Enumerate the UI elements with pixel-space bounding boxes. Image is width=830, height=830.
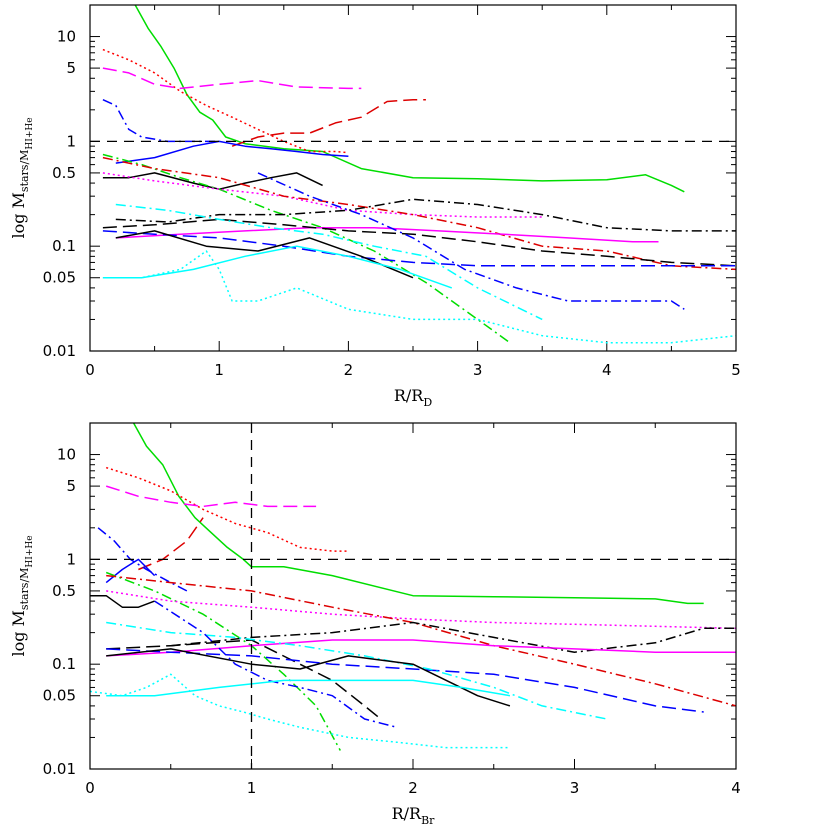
series-line-9 <box>102 156 736 271</box>
series-line-7 <box>102 153 511 344</box>
x-tick-label: 2 <box>344 361 354 379</box>
series-line-17 <box>102 245 453 289</box>
series-line-3 <box>231 98 426 147</box>
series-line-0 <box>134 5 685 193</box>
plot-frame <box>89 422 737 770</box>
y-tick-label: 10 <box>57 28 76 46</box>
series-line-18 <box>102 250 736 344</box>
x-tick-label: 2 <box>408 779 418 797</box>
y-tick-label: 0.05 <box>43 687 76 705</box>
y-tick-label: 0.5 <box>52 582 76 600</box>
series-line-4 <box>97 527 188 592</box>
x-tick-label: 1 <box>214 361 224 379</box>
series-line-5 <box>105 558 156 584</box>
series-line-12 <box>102 218 736 267</box>
series-line-15 <box>115 230 414 279</box>
y-tick-label: 5 <box>66 477 76 495</box>
series-line-2 <box>102 67 362 90</box>
y-tick-label: 1 <box>66 550 76 568</box>
series-line-4 <box>102 99 220 143</box>
series-line-8 <box>102 172 543 218</box>
y-tick-label: 0.1 <box>52 237 76 255</box>
y-tick-label: 1 <box>66 132 76 150</box>
series-line-16 <box>257 172 685 310</box>
series-line-5 <box>115 140 349 164</box>
y-tick-label: 5 <box>66 59 76 77</box>
x-axis-label: R/RD <box>394 386 432 409</box>
top-panel: 0.01 0.05 0.1 0.5 1 5 10 0 1 2 3 4 5 R/RD log Mstars/M… <box>9 4 741 409</box>
series-line-14 <box>106 621 607 720</box>
x-tick-label: 3 <box>570 779 580 797</box>
x-tick-label: 0 <box>85 779 95 797</box>
series-line-12 <box>106 639 382 720</box>
series-line-17 <box>106 679 511 697</box>
series-line-3 <box>138 517 204 571</box>
series-line-16 <box>154 600 397 729</box>
x-tick-label: 4 <box>731 779 741 797</box>
y-tick-label: 0.01 <box>43 342 76 360</box>
series-line-10 <box>170 621 736 653</box>
y-tick-label: 10 <box>57 446 76 464</box>
series-line-1 <box>105 466 349 552</box>
y-tick-label: 0.01 <box>43 760 76 778</box>
bottom-panel: 0.01 0.05 0.1 0.5 1 5 10 0 1 2 3 4 R/RBr log Mstars/M… <box>9 422 741 827</box>
series-line-14 <box>115 203 543 321</box>
series-line-11 <box>115 226 659 243</box>
series-line-18 <box>90 673 510 749</box>
series-line-15 <box>106 648 511 707</box>
series-line-13 <box>102 230 736 267</box>
series-line-11 <box>106 639 736 657</box>
x-axis-label: R/RBr <box>392 804 436 827</box>
y-tick-label: 0.05 <box>43 269 76 287</box>
series-line-7 <box>105 571 341 751</box>
y-tick-label: 0.5 <box>52 164 76 182</box>
x-tick-label: 1 <box>247 779 257 797</box>
series-line-1 <box>102 48 349 154</box>
series-line-6 <box>90 594 155 608</box>
series-line-0 <box>132 423 704 605</box>
series-line-2 <box>105 485 317 508</box>
x-tick-label: 0 <box>85 361 95 379</box>
x-tick-label: 5 <box>731 361 741 379</box>
y-axis-label: log Mstars/MHI+He <box>9 535 35 656</box>
y-tick-label: 0.1 <box>52 655 76 673</box>
y-axis-label: log Mstars/MHI+He <box>9 117 35 238</box>
x-tick-label: 3 <box>473 361 483 379</box>
x-tick-label: 4 <box>602 361 612 379</box>
plot-frame <box>89 4 737 352</box>
